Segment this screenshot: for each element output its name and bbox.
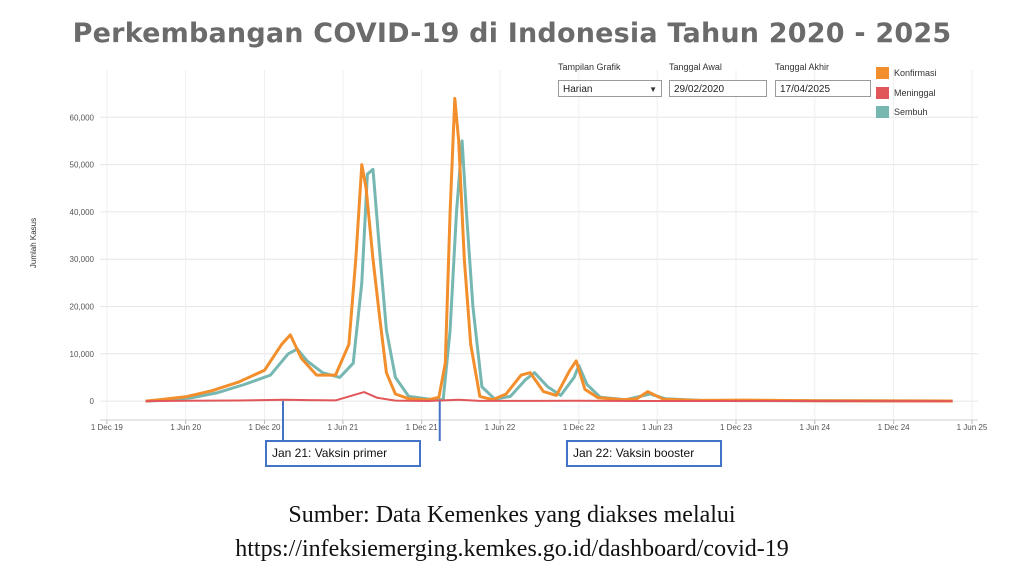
x-tick-label: 1 Jun 24 [799,423,830,432]
axis-layer: 0 10,000 20,000 30,000 40,000 50,000 60,000 1 D… [70,113,988,432]
source-url: https://infeksiemerging.kemkes.go.id/das… [235,536,789,562]
y-tick-label: 60,000 [70,113,95,122]
chart-title: Perkembangan COVID-19 di Indonesia Tahun… [72,18,952,49]
grid-layer [100,70,978,420]
end-date-input[interactable]: 17/04/2025 [775,80,871,97]
x-tick-label: 1 Dec 22 [563,423,596,432]
y-tick-label: 0 [90,397,95,406]
y-axis-label: Jumlah Kasus [29,218,38,268]
x-tick-label: 1 Jun 21 [328,423,359,432]
series-line-sembuh [145,139,953,403]
series-layer [145,96,953,403]
x-tick-label: 1 Dec 20 [248,423,281,432]
view-mode-value: Harian [563,84,593,95]
y-tick-label: 50,000 [70,161,95,170]
x-tick-label: 1 Jun 22 [485,423,516,432]
view-mode-label: Tampilan Grafik [558,62,621,72]
legend-swatch-konfirmasi [876,67,889,79]
legend-label-meninggal: Meninggal [894,88,936,98]
chevron-down-icon: ▼ [649,85,657,94]
x-tick-label: 1 Dec 21 [406,423,439,432]
legend-label-konfirmasi: Konfirmasi [894,68,937,78]
y-tick-label: 10,000 [70,350,95,359]
source-text: Sumber: Data Kemenkes yang diakses melal… [288,502,736,528]
legend-label-sembuh: Sembuh [894,107,928,117]
annotation-vaksin-primer: Jan 21: Vaksin primer [265,440,421,467]
start-date-label: Tanggal Awal [669,62,722,72]
y-tick-label: 20,000 [70,302,95,311]
annotation-connectors [282,401,441,441]
legend-swatch-sembuh [876,106,889,118]
y-tick-label: 30,000 [70,255,95,264]
x-tick-label: 1 Dec 19 [91,423,124,432]
view-mode-select[interactable]: Harian ▼ [558,80,662,97]
start-date-value: 29/02/2020 [674,84,725,95]
legend-swatch-meninggal [876,87,889,99]
annotation-vaksin-booster: Jan 22: Vaksin booster [566,440,722,467]
end-date-value: 17/04/2025 [780,84,831,95]
end-date-label: Tanggal Akhir [775,62,830,72]
series-line-meninggal [145,391,953,403]
x-tick-label: 1 Jun 20 [170,423,201,432]
start-date-input[interactable]: 29/02/2020 [669,80,767,97]
x-tick-label: 1 Jun 23 [642,423,673,432]
series-line-konfirmasi [145,96,953,403]
x-tick-label: 1 Jun 25 [957,423,988,432]
y-tick-label: 40,000 [70,208,95,217]
x-tick-label: 1 Dec 23 [720,423,753,432]
x-tick-label: 1 Dec 24 [878,423,911,432]
